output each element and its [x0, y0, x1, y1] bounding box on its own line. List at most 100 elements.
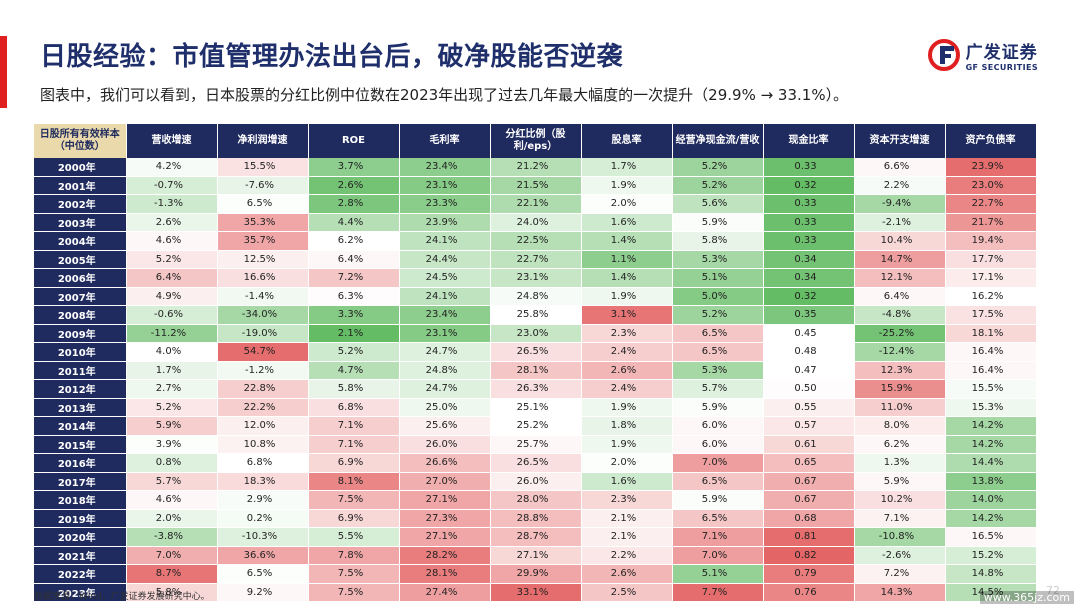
- table-cell: 0.81: [763, 527, 855, 547]
- table-cell: 5.9%: [854, 472, 946, 491]
- table-cell: 10.4%: [854, 231, 946, 251]
- table-cell: 23.3%: [399, 194, 491, 214]
- row-year-label: 2008年: [34, 305, 127, 325]
- column-header: 资本开支增速: [854, 124, 946, 158]
- table-cell: 28.0%: [490, 490, 582, 510]
- column-header: 营收增速: [126, 124, 218, 158]
- table-cell: 7.2%: [308, 268, 400, 288]
- table-cell: 0.33: [763, 213, 855, 232]
- table-cell: 14.2%: [945, 509, 1037, 528]
- table-cell: 12.1%: [854, 268, 946, 288]
- table-cell: 16.2%: [945, 287, 1037, 306]
- table-cell: 13.8%: [945, 472, 1037, 491]
- table-cell: -2.6%: [854, 546, 946, 565]
- table-row: 2007年 4.9% -1.4% 6.3% 24.1% 24.8% 1.9% 5.0% 0.32…: [34, 287, 1037, 306]
- table-cell: 1.9%: [581, 435, 673, 454]
- table-row: 2000年 4.2% 15.5% 3.7% 23.4% 21.2% 1.7% 5.2% 0.33…: [34, 158, 1037, 177]
- table-cell: 2.6%: [581, 361, 673, 380]
- table-cell: 27.3%: [399, 509, 491, 528]
- table-cell: 23.1%: [490, 268, 582, 288]
- table-cell: 1.1%: [581, 250, 673, 269]
- table-cell: 2.0%: [126, 509, 218, 528]
- table-cell: 5.2%: [126, 398, 218, 417]
- table-cell: 4.6%: [126, 231, 218, 251]
- table-cell: 7.5%: [308, 564, 400, 584]
- table-cell: 33.1%: [490, 583, 582, 602]
- table-cell: 0.79: [763, 564, 855, 584]
- table-row: 2006年 6.4% 16.6% 7.2% 24.5% 23.1% 1.4% 5.1% 0.34…: [34, 268, 1037, 288]
- table-cell: 6.2%: [854, 435, 946, 454]
- table-cell: 5.7%: [126, 472, 218, 491]
- table-cell: 26.0%: [399, 435, 491, 454]
- table-cell: 12.5%: [217, 250, 309, 269]
- table-cell: -0.6%: [126, 305, 218, 325]
- row-year-label: 2019年: [34, 509, 127, 528]
- table-cell: 23.9%: [945, 158, 1037, 177]
- table-cell: 27.4%: [399, 583, 491, 602]
- table-cell: 0.82: [763, 546, 855, 565]
- table-cell: 4.6%: [126, 490, 218, 510]
- table-cell: -11.2%: [126, 324, 218, 343]
- table-cell: -1.4%: [217, 287, 309, 306]
- table-cell: -7.6%: [217, 176, 309, 195]
- table-cell: 28.7%: [490, 527, 582, 547]
- table-cell: 0.34: [763, 268, 855, 288]
- table-cell: 2.4%: [581, 342, 673, 362]
- column-header: ROE: [308, 124, 400, 158]
- table-cell: 15.5%: [945, 379, 1037, 399]
- table-cell: 9.2%: [217, 583, 309, 602]
- table-cell: 0.34: [763, 250, 855, 269]
- table-row: 2021年 7.0% 36.6% 7.8% 28.2% 27.1% 2.2% 7.0% 0.82…: [34, 546, 1037, 565]
- table-cell: 28.1%: [490, 361, 582, 380]
- table-cell: 0.50: [763, 379, 855, 399]
- table-cell: 17.5%: [945, 305, 1037, 325]
- table-cell: 16.4%: [945, 342, 1037, 362]
- table-cell: 25.0%: [399, 398, 491, 417]
- table-cell: 1.8%: [581, 416, 673, 436]
- row-year-label: 2015年: [34, 435, 127, 454]
- watermark: www.365jz.com: [979, 591, 1074, 604]
- accent-bar: [0, 36, 7, 108]
- table-cell: 27.1%: [490, 546, 582, 565]
- table-cell: 12.3%: [854, 361, 946, 380]
- table-cell: 6.9%: [308, 509, 400, 528]
- table-cell: 14.2%: [945, 435, 1037, 454]
- table-row: 2013年 5.2% 22.2% 6.8% 25.0% 25.1% 1.9% 5.9% 0.55…: [34, 398, 1037, 417]
- row-year-label: 2009年: [34, 324, 127, 343]
- table-cell: 1.3%: [854, 453, 946, 473]
- table-cell: 22.8%: [217, 379, 309, 399]
- table-cell: 2.1%: [581, 527, 673, 547]
- table-cell: 7.8%: [308, 546, 400, 565]
- table-cell: 16.6%: [217, 268, 309, 288]
- table-cell: 5.2%: [672, 158, 764, 177]
- table-cell: 25.1%: [490, 398, 582, 417]
- table-cell: 0.33: [763, 194, 855, 214]
- table-row: 2008年 -0.6% -34.0% 3.3% 23.4% 25.8% 3.1% 5.2% 0.…: [34, 305, 1037, 325]
- column-header: 净利润增速: [217, 124, 309, 158]
- financial-metrics-table: 日股所有有效样本（中位数） 营收增速 净利润增速 ROE 毛利率 分红比例（股利…: [34, 124, 1037, 602]
- table-cell: 24.1%: [399, 287, 491, 306]
- table-cell: 1.7%: [126, 361, 218, 380]
- table-cell: 5.6%: [672, 194, 764, 214]
- table-row: 2023年 5.8% 9.2% 7.5% 27.4% 33.1% 2.5% 7.7% 0.76 1…: [34, 583, 1037, 602]
- table-cell: 5.8%: [126, 583, 218, 602]
- table-cell: 23.9%: [399, 213, 491, 232]
- table-cell: 24.1%: [399, 231, 491, 251]
- table-cell: 14.5%: [945, 583, 1037, 602]
- table-cell: 6.4%: [126, 268, 218, 288]
- table-cell: 11.0%: [854, 398, 946, 417]
- row-year-label: 2022年: [34, 564, 127, 584]
- table-cell: 2.9%: [217, 490, 309, 510]
- table-cell: 2.8%: [308, 194, 400, 214]
- table-cell: 6.0%: [672, 435, 764, 454]
- table-cell: 35.3%: [217, 213, 309, 232]
- table-cell: 5.0%: [672, 287, 764, 306]
- corner-header: 日股所有有效样本（中位数）: [34, 124, 127, 158]
- table-cell: 5.8%: [308, 379, 400, 399]
- table-cell: 6.5%: [672, 324, 764, 343]
- table-cell: 14.2%: [945, 416, 1037, 436]
- row-year-label: 2006年: [34, 268, 127, 288]
- table-cell: 2.4%: [581, 379, 673, 399]
- row-year-label: 2010年: [34, 342, 127, 362]
- table-cell: 1.4%: [581, 231, 673, 251]
